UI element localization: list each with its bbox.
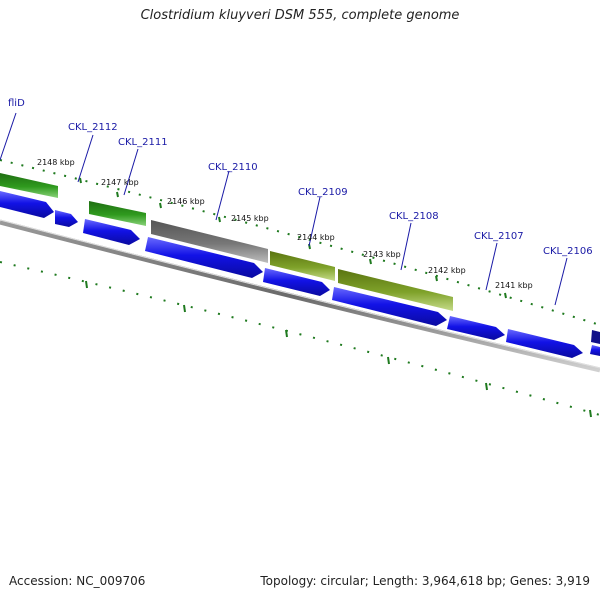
gene-label-ckl2111[interactable]: CKL_2111 [118, 137, 168, 148]
cds-arrow-9 [591, 330, 600, 344]
leader-ckl2111 [123, 148, 139, 196]
gene-label-ckl2109[interactable]: CKL_2109 [298, 187, 348, 198]
genome-backbone-highlight [0, 219, 600, 369]
leader-ckl2107 [485, 242, 498, 291]
kbp-ruler-dots [0, 159, 600, 326]
ruler-tick-2147 [116, 191, 119, 198]
ruler-major-ticks [79, 177, 507, 299]
leader-flid [0, 112, 17, 161]
gene-label-ckl2110[interactable]: CKL_2110 [208, 162, 258, 173]
leader-ckl2112 [77, 134, 94, 183]
leader-ckl2108 [400, 222, 412, 271]
genome-summary-text: Topology: circular; Length: 3,964,618 bp… [260, 574, 590, 588]
gene-blocks [0, 173, 453, 311]
lower-track-dots [0, 261, 600, 416]
genome-backbone [0, 219, 600, 373]
kbp-label-2146: 2146 kbp [167, 197, 205, 206]
ruler-tick-2145 [218, 216, 221, 223]
kbp-labels-group: 2148 kbp 2147 kbp 2146 kbp 2145 kbp 2144… [37, 158, 533, 290]
gene-block-ckl2109 [270, 251, 335, 281]
cds-arrow-8 [506, 329, 583, 358]
kbp-label-2144: 2144 kbp [297, 233, 335, 242]
cds-arrow-10 [590, 345, 600, 356]
kbp-label-2142: 2142 kbp [428, 266, 466, 275]
gene-label-ckl2108[interactable]: CKL_2108 [389, 211, 439, 222]
cds-arrow-5 [263, 268, 330, 296]
kbp-label-2143: 2143 kbp [363, 250, 401, 259]
ruler-tick-2143 [369, 258, 372, 265]
ruler-tick-2141 [504, 292, 507, 299]
kbp-label-2145: 2145 kbp [231, 214, 269, 223]
cds-arrow-7 [447, 316, 505, 340]
gene-labels-group: fliD CKL_2112 CKL_2111 CKL_2110 CKL_2109… [8, 98, 593, 257]
gene-label-ckl2107[interactable]: CKL_2107 [474, 231, 524, 242]
gene-block-ckl2112 [89, 201, 146, 226]
gene-block-ckl2108 [338, 269, 453, 311]
gene-block-flid [0, 173, 58, 198]
kbp-label-2148: 2148 kbp [37, 158, 75, 167]
cds-arrow-6 [332, 287, 447, 326]
gene-label-flid[interactable]: fliD [8, 98, 25, 109]
gene-block-ckl2111 [151, 220, 268, 263]
leader-ckl2110 [215, 170, 230, 221]
cds-arrow-1 [0, 191, 54, 218]
gene-label-ckl2112[interactable]: CKL_2112 [68, 122, 118, 133]
accession-text: Accession: NC_009706 [9, 574, 146, 588]
ruler-tick-2148 [79, 177, 82, 184]
map-title: Clostridium kluyveri DSM 555, complete g… [140, 8, 460, 23]
ruler-tick-2142 [435, 275, 438, 282]
leader-ckl2106 [554, 257, 568, 306]
gene-label-ckl2106[interactable]: CKL_2106 [543, 246, 593, 257]
lower-track-ticks [85, 280, 592, 418]
kbp-label-2147: 2147 kbp [101, 178, 139, 187]
cds-arrow-2 [55, 210, 78, 227]
cds-arrows [0, 191, 600, 358]
ruler-tick-2146 [159, 202, 162, 209]
gene-label-leaders [0, 112, 568, 306]
leader-ckl2109 [308, 196, 321, 247]
kbp-label-2141: 2141 kbp [495, 281, 533, 290]
cds-arrow-4 [145, 237, 263, 278]
cds-arrow-3 [83, 219, 140, 245]
